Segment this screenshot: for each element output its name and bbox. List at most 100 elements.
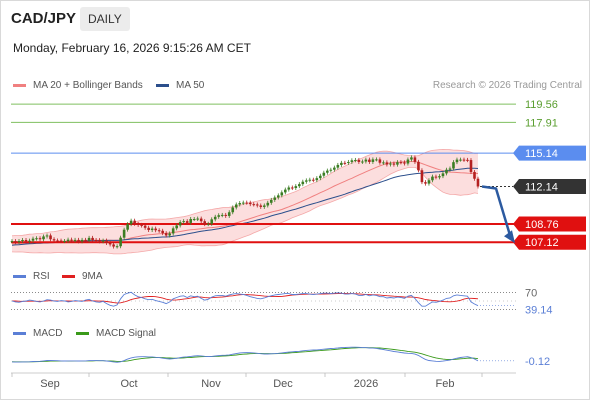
candle-body [31, 238, 35, 241]
candle-body [273, 197, 277, 200]
level-tag [513, 216, 586, 232]
candle-body [255, 204, 259, 206]
level-label: 119.56 [525, 99, 558, 111]
candle-body [143, 225, 147, 228]
forecast-arrow [481, 185, 512, 236]
bollinger-upper [11, 148, 478, 237]
legend-rsi-9ma: 9MA [62, 271, 103, 282]
candle-body [347, 161, 350, 163]
candle-body [280, 192, 284, 196]
candle-body [49, 235, 52, 240]
candle-body [291, 187, 294, 189]
candle-body [354, 159, 357, 161]
candle-body [466, 159, 469, 161]
candle-body [196, 218, 199, 220]
candle-body [94, 240, 98, 242]
candle-body [434, 176, 438, 178]
candle-body [17, 241, 21, 243]
macd-value-label: -0.12 [525, 356, 550, 368]
candle-body [234, 204, 238, 208]
candle-body [171, 228, 175, 234]
candle-body [462, 159, 466, 161]
candle-body [150, 228, 154, 231]
legend-swatch [62, 275, 75, 278]
candle-body [161, 230, 164, 234]
period-badge[interactable]: DAILY [80, 7, 130, 31]
macd-line [11, 346, 479, 363]
candle-body [133, 220, 136, 224]
forecast-arrowhead [504, 230, 515, 244]
level-tag [513, 178, 586, 194]
candle-body [305, 180, 308, 182]
candle-body [238, 203, 242, 205]
candle-body [452, 162, 455, 169]
macd-signal-line [11, 347, 479, 363]
rsi-line [11, 291, 479, 307]
candle-body [224, 214, 228, 216]
candle-body [115, 246, 119, 248]
candle-body [262, 205, 266, 207]
candle-body [136, 223, 140, 225]
candle-body [308, 179, 312, 181]
candle-body [340, 162, 343, 165]
candle-body [266, 202, 270, 206]
level-label: 117.91 [525, 117, 558, 129]
candle-body [182, 221, 185, 223]
candle-body [101, 240, 105, 242]
candle-body [403, 162, 406, 164]
x-tick-label: Dec [273, 378, 293, 390]
candle-body [473, 171, 476, 179]
legend-rsi: RSI [13, 271, 50, 282]
x-tick-label: Feb [436, 378, 455, 390]
candle-body [199, 218, 203, 222]
candle-body [322, 172, 326, 176]
candle-body [269, 199, 273, 203]
candle-body [84, 239, 87, 241]
candle-body [70, 239, 73, 241]
legend-swatch [76, 332, 89, 335]
candle-body [45, 235, 49, 237]
candle-body [203, 221, 207, 225]
candle-body [248, 202, 252, 205]
candle-body [361, 161, 364, 163]
candle-body [87, 237, 91, 241]
candle-body [210, 219, 214, 224]
candle-body [119, 237, 122, 247]
x-tick-label: Oct [120, 378, 137, 390]
candle-body [424, 182, 427, 184]
candle-body [350, 160, 354, 162]
legend-swatch [13, 84, 26, 87]
candle-body [28, 240, 31, 242]
candle-body [38, 238, 42, 240]
legend-label: MACD Signal [96, 328, 157, 339]
candle-body [410, 157, 413, 160]
candle-body [77, 239, 80, 242]
candle-body [298, 184, 301, 187]
candle-body [213, 216, 217, 220]
candle-body [42, 236, 45, 240]
candle-body [192, 219, 196, 221]
candle-body [420, 170, 424, 183]
candle-body [105, 240, 108, 244]
candle-body [326, 170, 329, 173]
legend-label: MACD [33, 328, 63, 339]
legend-swatch [13, 332, 26, 335]
candle-body [399, 162, 403, 164]
candle-body [396, 162, 399, 165]
rsi-level-label: 70 [525, 287, 537, 299]
candle-body [301, 181, 305, 185]
candle-body [382, 162, 385, 164]
candle-body [333, 167, 336, 170]
candle-body [241, 202, 245, 204]
candle-body [164, 233, 168, 236]
candle-body [448, 168, 452, 170]
candle-body [427, 180, 431, 184]
candle-body [459, 159, 462, 161]
legend-macd: MACD [13, 328, 62, 339]
bollinger-lower [11, 166, 479, 255]
candle-body [364, 159, 368, 162]
candle-body [336, 164, 340, 168]
level-label: 112.14 [525, 181, 558, 193]
x-tick-label: Sep [40, 378, 60, 390]
candle-body [375, 159, 378, 161]
